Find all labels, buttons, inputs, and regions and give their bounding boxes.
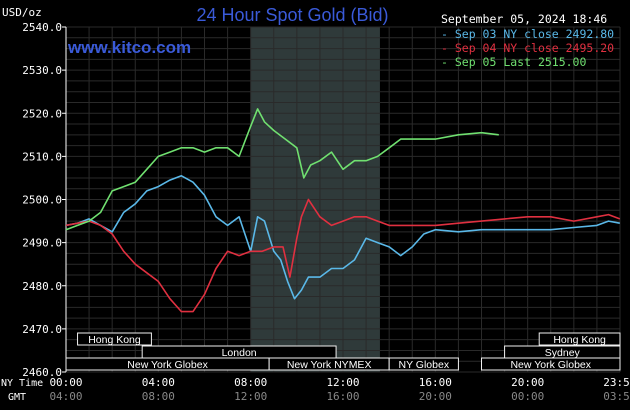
legend-item-sep05: - Sep 05 Last 2515.00 (441, 55, 587, 69)
session-label: New York Globex (510, 359, 591, 371)
x-tick-label-gmt: 16:00 (326, 390, 359, 403)
x-tick-label-ny: 20:00 (511, 376, 544, 389)
chart-title: 24 Hour Spot Gold (Bid) (196, 5, 389, 25)
x-tick-label-gmt: 00:00 (511, 390, 544, 403)
x-axis-label-ny: NY Time (1, 378, 43, 389)
y-tick-label: 2540.0 (22, 21, 62, 34)
session-label: Hong Kong (553, 334, 606, 346)
x-axis-label-gmt: GMT (8, 392, 26, 403)
y-tick-label: 2520.0 (22, 107, 62, 120)
session-label: Hong Kong (88, 334, 141, 346)
x-tick-label-gmt: 12:00 (234, 390, 267, 403)
session-box (481, 357, 621, 371)
session-box (77, 332, 152, 346)
x-tick-label-ny: 08:00 (234, 376, 267, 389)
y-tick-label: 2490.0 (22, 237, 62, 250)
x-tick-label-gmt: 08:00 (142, 390, 175, 403)
x-tick-label-ny: 16:00 (419, 376, 452, 389)
session-box (538, 332, 621, 346)
series-line-2 (65, 108, 499, 231)
y-tick-label: 2500.0 (22, 194, 62, 207)
y-axis-unit: USD/oz (2, 6, 42, 19)
session-label: NY Globex (398, 359, 449, 371)
y-tick-label: 2460.0 (22, 366, 62, 379)
legend-item-sep04: - Sep 04 NY close 2495.20 (441, 41, 615, 55)
y-tick-label: 2470.0 (22, 323, 62, 336)
legend: - Sep 03 NY close 2492.80 - Sep 04 NY cl… (441, 27, 614, 69)
x-tick-label-gmt: 20:00 (419, 390, 452, 403)
x-tick-label-gmt: 03:59 (603, 390, 630, 403)
series-line-1 (65, 198, 621, 313)
y-tick-label: 2510.0 (22, 150, 62, 163)
session-label: Sydney (545, 347, 581, 359)
series-line-0 (65, 175, 620, 300)
site-url[interactable]: www.kitco.com (68, 38, 192, 57)
x-tick-label-ny: 23:59 (603, 376, 630, 389)
session-label: London (222, 347, 257, 359)
legend-item-sep03: - Sep 03 NY close 2492.80 (441, 27, 615, 41)
x-tick-label-ny: 04:00 (142, 376, 175, 389)
session-label: New York Globex (127, 359, 208, 371)
y-tick-label: 2530.0 (22, 64, 62, 77)
chart-date: September 05, 2024 18:46 (441, 12, 608, 26)
x-tick-label-gmt: 04:00 (49, 390, 82, 403)
y-tick-label: 2480.0 (22, 280, 62, 293)
x-tick-label-ny: 00:00 (49, 376, 82, 389)
session-box (388, 357, 459, 371)
x-tick-label-ny: 12:00 (326, 376, 359, 389)
session-label: New York NYMEX (287, 359, 372, 371)
